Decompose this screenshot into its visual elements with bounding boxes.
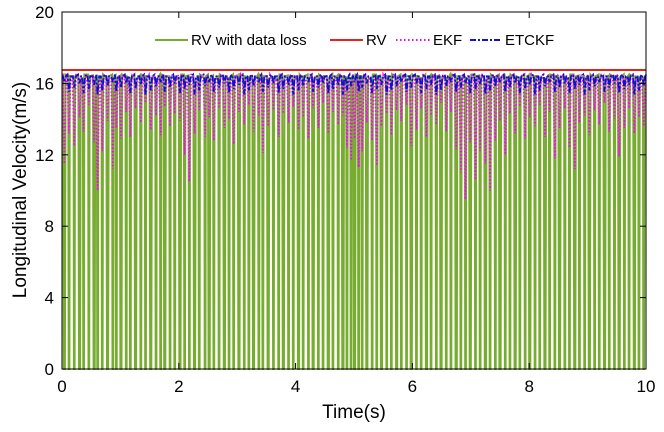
y-tick-label: 12	[35, 146, 54, 165]
y-tick-label: 8	[45, 217, 54, 236]
x-tick-label: 6	[408, 377, 417, 396]
x-tick-label: 10	[637, 377, 656, 396]
x-tick-label: 2	[174, 377, 183, 396]
series-layer	[61, 69, 647, 370]
y-tick-label: 4	[45, 289, 54, 308]
series-line-ekf	[61, 71, 647, 200]
legend: RV with data loss RV EKF ETCKF	[155, 32, 554, 49]
legend-label-etckf: ETCKF	[505, 32, 554, 49]
series-line-etckf	[62, 71, 646, 95]
x-tick-label: 0	[57, 377, 66, 396]
x-axis-title: Time(s)	[322, 402, 386, 423]
legend-label-ekf: EKF	[433, 32, 462, 49]
x-tick-label: 4	[291, 377, 300, 396]
y-tick-label: 0	[45, 360, 54, 379]
plot-frame	[61, 11, 647, 370]
legend-label-rv-loss: RV with data loss	[191, 32, 307, 49]
y-axis-title: Longitudinal Velocity(m/s)	[10, 82, 31, 299]
y-tick-label: 20	[35, 3, 54, 22]
series-line-rv-with-data-loss	[62, 70, 647, 370]
axis-layer: 0 2 4 6 8 10 0 4 8 12 16 20	[35, 3, 655, 396]
x-tick-label: 8	[524, 377, 533, 396]
legend-label-rv: RV	[366, 32, 387, 49]
y-tick-label: 16	[35, 74, 54, 93]
